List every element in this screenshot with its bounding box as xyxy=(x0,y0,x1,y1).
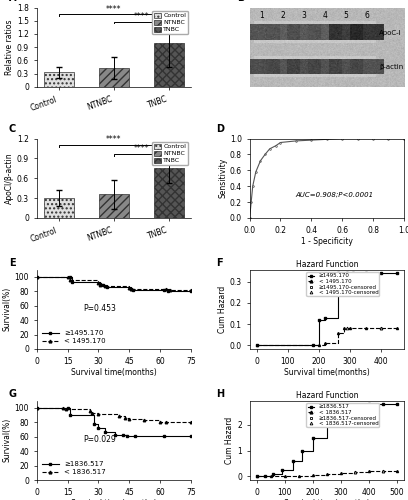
Legend: ≥1836.517, < 1836.517: ≥1836.517, < 1836.517 xyxy=(40,460,108,476)
Text: 6: 6 xyxy=(364,11,369,20)
Text: 1: 1 xyxy=(259,11,264,20)
Title: Hazard Function: Hazard Function xyxy=(295,260,358,269)
Text: E: E xyxy=(9,258,16,268)
Text: D: D xyxy=(216,124,224,134)
Text: A: A xyxy=(9,0,16,3)
Legend: ≥1836.517, < 1836.517, ≥1836.517-censored, < 1836.517-censored: ≥1836.517, < 1836.517, ≥1836.517-censore… xyxy=(306,404,379,427)
Bar xyxy=(154,168,184,218)
Text: β-actin: β-actin xyxy=(379,64,404,70)
Y-axis label: Cum Hazard: Cum Hazard xyxy=(225,416,234,464)
Text: G: G xyxy=(9,388,17,398)
Legend: Control, NTNBC, TNBC: Control, NTNBC, TNBC xyxy=(152,10,188,34)
Bar xyxy=(44,198,74,218)
Text: ****: **** xyxy=(106,4,122,14)
Y-axis label: Survival(%): Survival(%) xyxy=(3,418,12,463)
X-axis label: Survival time(months): Survival time(months) xyxy=(284,368,370,378)
Bar xyxy=(99,194,129,218)
Y-axis label: Sensitivity: Sensitivity xyxy=(218,158,227,198)
Legend: ≥1495.170, < 1495.170: ≥1495.170, < 1495.170 xyxy=(40,328,108,345)
Legend: Control, NTNBC, TNBC: Control, NTNBC, TNBC xyxy=(152,142,188,165)
Text: P=0.453: P=0.453 xyxy=(83,304,116,313)
Text: 2: 2 xyxy=(281,11,285,20)
Text: H: H xyxy=(216,388,224,398)
Y-axis label: Survival(%): Survival(%) xyxy=(3,287,12,332)
Text: 4: 4 xyxy=(322,11,327,20)
X-axis label: Survival time(months): Survival time(months) xyxy=(71,368,157,378)
Text: AUC=0.908;P<0.0001: AUC=0.908;P<0.0001 xyxy=(295,191,374,197)
Legend: ≥1495.170, < 1495.170, ≥1495.170-censored, < 1495.170-censored: ≥1495.170, < 1495.170, ≥1495.170-censore… xyxy=(306,272,379,296)
Text: ApoC-I: ApoC-I xyxy=(379,30,402,36)
Title: Hazard Function: Hazard Function xyxy=(295,391,358,400)
Text: B: B xyxy=(237,0,245,3)
Text: ****: **** xyxy=(133,12,149,21)
Text: 5: 5 xyxy=(344,11,348,20)
Y-axis label: Relative ratios: Relative ratios xyxy=(5,20,14,75)
X-axis label: 1 - Specificity: 1 - Specificity xyxy=(301,238,353,246)
Text: ****: **** xyxy=(133,144,149,153)
Bar xyxy=(44,72,74,87)
Y-axis label: ApoCI/β-actin: ApoCI/β-actin xyxy=(5,152,14,204)
Bar xyxy=(154,43,184,87)
Text: 3: 3 xyxy=(302,11,306,20)
Text: F: F xyxy=(216,258,222,268)
Bar xyxy=(99,68,129,87)
Text: ****: **** xyxy=(106,136,122,144)
Text: P=0.029: P=0.029 xyxy=(83,435,116,444)
Text: C: C xyxy=(9,124,16,134)
Y-axis label: Cum Hazard: Cum Hazard xyxy=(218,286,227,333)
